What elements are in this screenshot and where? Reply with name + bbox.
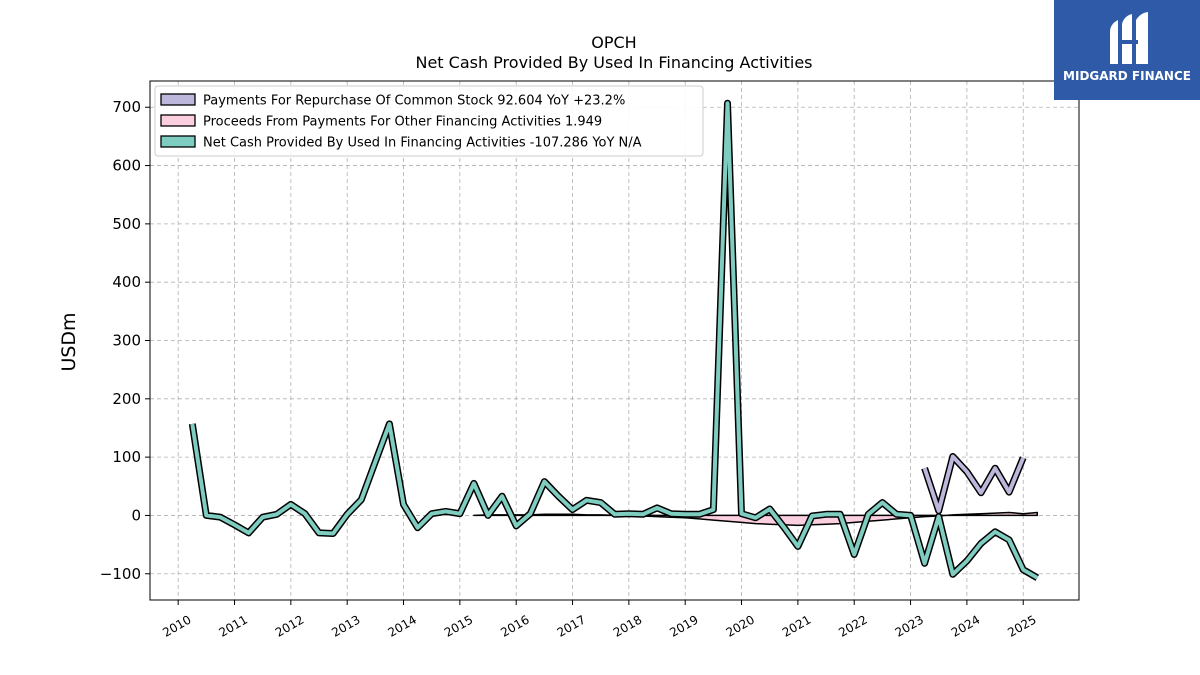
x-tick-label: 2019 bbox=[667, 612, 700, 639]
legend-swatch-other-financing bbox=[160, 114, 196, 127]
chart-subtitle: Net Cash Provided By Used In Financing A… bbox=[415, 53, 812, 72]
series-repurchase-line-stroke bbox=[922, 454, 1026, 513]
y-tick-label: −100 bbox=[100, 565, 141, 583]
x-tick-label: 2014 bbox=[386, 612, 419, 639]
legend-entry-repurchase: Payments For Repurchase Of Common Stock … bbox=[203, 94, 625, 109]
x-tick-label: 2023 bbox=[893, 612, 926, 639]
x-tick-label: 2022 bbox=[836, 612, 869, 639]
axes: −100 0 100 200 300 400 500 600 700 2010 2011 2012 20… bbox=[100, 98, 1039, 640]
x-tick-label: 2012 bbox=[273, 612, 306, 639]
midgard-logo-icon bbox=[1110, 12, 1148, 64]
legend-entry-other-financing: Proceeds From Payments For Other Financi… bbox=[203, 115, 602, 130]
series-repurchase-line bbox=[921, 453, 1027, 515]
x-tick-label: 2015 bbox=[442, 612, 475, 639]
x-tick-label: 2013 bbox=[329, 612, 362, 639]
y-tick-label: 300 bbox=[112, 332, 141, 350]
legend: Payments For Repurchase Of Common Stock … bbox=[154, 85, 704, 157]
x-tick-label: 2018 bbox=[611, 612, 644, 639]
x-tick-label: 2025 bbox=[1005, 612, 1038, 639]
x-tick-label: 2020 bbox=[724, 612, 757, 639]
series-net-financing-line-stroke bbox=[190, 101, 1039, 580]
brand-name: MIDGARD FINANCE bbox=[1063, 69, 1191, 83]
x-tick-label: 2011 bbox=[217, 612, 250, 639]
legend-entry-net-financing: Net Cash Provided By Used In Financing A… bbox=[203, 136, 642, 151]
x-tick-label: 2017 bbox=[555, 612, 588, 639]
chart-title: OPCH bbox=[591, 33, 636, 52]
brand-logo: MIDGARD FINANCE bbox=[1054, 0, 1200, 100]
y-axis-label: USDm bbox=[58, 312, 80, 371]
x-tick-label: 2016 bbox=[498, 612, 531, 639]
x-tick-label: 2024 bbox=[949, 612, 982, 639]
y-tick-label: 0 bbox=[131, 506, 141, 524]
x-tick-label: 2010 bbox=[160, 612, 193, 639]
y-tick-label: 700 bbox=[112, 98, 141, 116]
legend-swatch-net-financing bbox=[160, 135, 196, 148]
legend-frame bbox=[154, 85, 704, 157]
y-tick-label: 500 bbox=[112, 215, 141, 233]
y-tick-label: 400 bbox=[112, 273, 141, 291]
y-tick-label: 100 bbox=[112, 448, 141, 466]
x-tick-label: 2021 bbox=[780, 612, 813, 639]
series-layer bbox=[188, 99, 1040, 581]
series-net-financing-line bbox=[188, 99, 1040, 581]
y-tick-label: 200 bbox=[112, 390, 141, 408]
y-tick-label: 600 bbox=[112, 157, 141, 175]
legend-swatch-repurchase bbox=[160, 93, 196, 106]
